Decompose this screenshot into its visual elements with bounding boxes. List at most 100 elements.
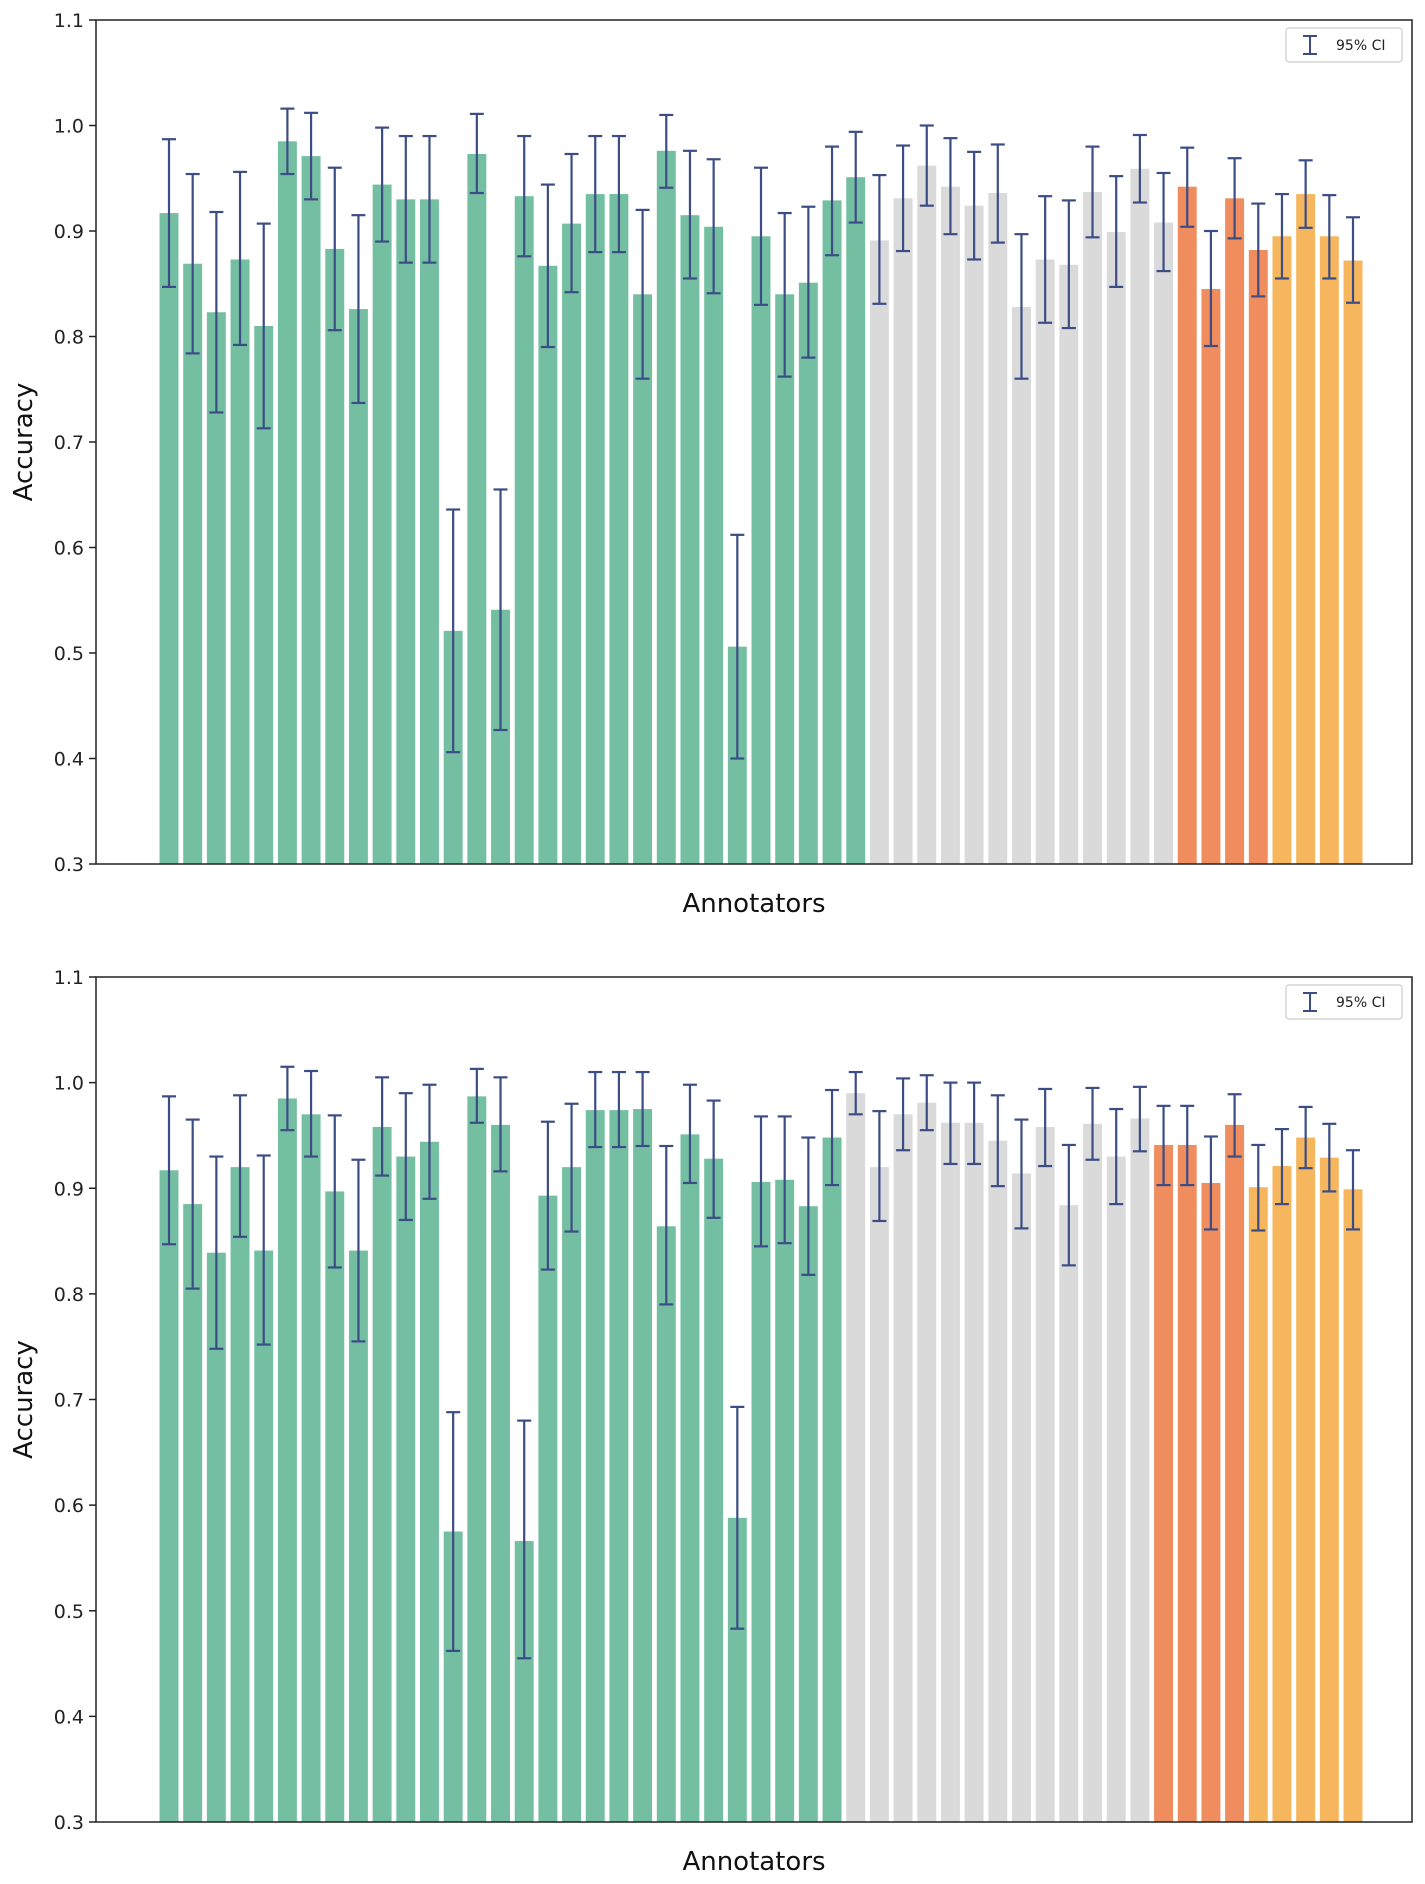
bar <box>917 165 937 865</box>
error-bar <box>1132 1085 1147 1153</box>
bar <box>1319 1157 1339 1822</box>
error-bar <box>1061 199 1076 330</box>
bar <box>491 609 510 864</box>
error-bar <box>754 1115 768 1248</box>
error-bar <box>801 1136 816 1276</box>
error-bar <box>493 1076 508 1173</box>
y-tick-label: 0.9 <box>54 1178 84 1200</box>
error-bar <box>398 134 413 264</box>
bar <box>1035 259 1055 864</box>
y-tick-label: 1.0 <box>54 1073 84 1095</box>
error-bar <box>517 1419 532 1660</box>
error-bar <box>280 1065 295 1132</box>
error-bar <box>446 1411 461 1652</box>
error-bar <box>1156 1104 1171 1187</box>
error-bar <box>1156 171 1171 273</box>
error-bar <box>493 488 508 732</box>
error-bar <box>825 1088 840 1187</box>
error-bar <box>943 1081 958 1166</box>
error-bar <box>1274 1127 1289 1206</box>
error-bar <box>659 113 674 189</box>
error-bar <box>896 1077 911 1152</box>
bar <box>325 248 345 864</box>
error-bar <box>1038 1087 1053 1168</box>
bar <box>869 1167 889 1823</box>
y-tick-label: 0.9 <box>54 221 84 243</box>
bar <box>277 141 297 864</box>
bar <box>206 312 226 864</box>
y-tick-label: 0.4 <box>54 1706 84 1728</box>
error-bar <box>872 173 887 305</box>
bar <box>1083 1123 1102 1822</box>
error-bar <box>1061 1143 1076 1267</box>
bar <box>798 1206 818 1822</box>
error-bar <box>943 137 958 236</box>
bar <box>230 1167 250 1823</box>
error-bar-legend-icon <box>1303 35 1317 55</box>
bar <box>1059 264 1079 864</box>
bar <box>775 294 795 864</box>
y-tick-label: 0.6 <box>54 538 84 560</box>
error-bar <box>233 1094 248 1238</box>
bar <box>822 200 842 864</box>
error-bar <box>564 152 579 294</box>
y-tick-label: 1.1 <box>54 967 84 989</box>
bar <box>443 1531 463 1822</box>
error-bar <box>280 107 295 176</box>
error-bar <box>990 1094 1005 1188</box>
error-bar <box>1346 1149 1360 1231</box>
error-bar <box>1251 202 1266 298</box>
error-bar <box>682 149 697 280</box>
bar <box>159 213 179 864</box>
chart-bottom: 0.3 0.4 0.5 0.6 0.7 0.8 0.9 1.0 1.1 Annotators Acc… <box>9 967 1413 1877</box>
bar <box>301 1114 321 1822</box>
bar <box>1272 1166 1292 1822</box>
legend: 95% CI <box>1285 27 1403 63</box>
error-bar <box>588 1070 603 1149</box>
error-bar <box>588 134 603 254</box>
error-bar <box>919 124 934 207</box>
error-bar <box>185 172 200 355</box>
bar <box>585 194 605 864</box>
error-bar <box>1109 175 1124 289</box>
y-tick-label: 0.5 <box>54 1601 84 1623</box>
bar <box>372 184 392 864</box>
bar <box>585 1110 605 1822</box>
bar <box>775 1179 795 1822</box>
error-bar <box>564 1102 579 1233</box>
y-tick-label: 0.8 <box>54 327 84 349</box>
bar <box>420 199 439 865</box>
error-bar <box>209 210 224 414</box>
bar <box>704 226 724 864</box>
error-bar <box>777 1115 792 1245</box>
bar <box>609 194 629 864</box>
bar <box>1106 1156 1126 1822</box>
error-bar <box>304 1069 319 1158</box>
y-tick-label: 1.0 <box>54 116 84 138</box>
error-bar <box>1322 1122 1337 1193</box>
bar <box>893 1114 913 1822</box>
error-bar <box>398 1092 413 1222</box>
bar <box>254 325 274 864</box>
bar <box>1201 289 1221 864</box>
error-bar <box>351 1158 366 1343</box>
bar <box>277 1098 297 1822</box>
error-bar <box>872 1110 887 1223</box>
error-bar <box>1014 1118 1029 1230</box>
error-bar <box>1109 1107 1124 1206</box>
bar <box>940 186 960 864</box>
bar <box>1154 1144 1174 1822</box>
bar <box>1154 222 1174 864</box>
bar <box>467 153 487 865</box>
bar <box>1177 1144 1197 1822</box>
bar <box>964 205 984 864</box>
bar <box>420 1141 439 1822</box>
error-bar <box>1227 1093 1242 1158</box>
error-bar <box>1203 229 1218 348</box>
bar <box>1296 1137 1316 1822</box>
error-bar <box>1180 146 1195 228</box>
bar <box>988 193 1008 864</box>
bar <box>514 196 534 864</box>
bar <box>1106 232 1126 864</box>
